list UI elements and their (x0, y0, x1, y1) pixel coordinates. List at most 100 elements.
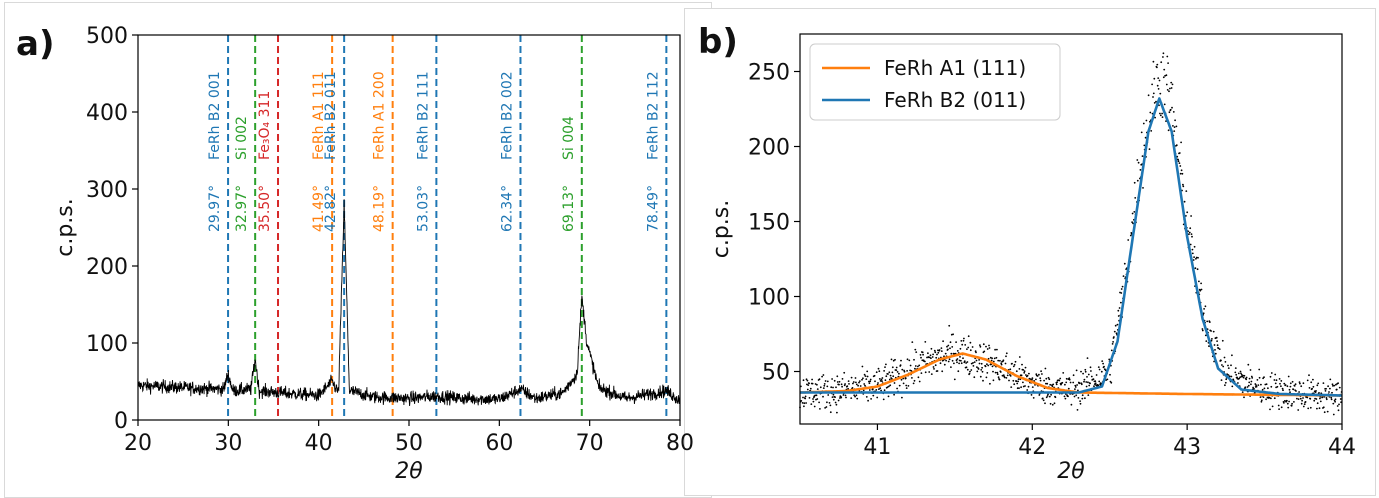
data-point (1191, 252, 1194, 255)
data-point (1145, 119, 1148, 122)
data-point (948, 324, 951, 327)
data-point (1288, 400, 1290, 403)
data-point (962, 357, 964, 360)
data-point (1253, 388, 1255, 390)
x-tick-label-a-4: 60 (485, 431, 513, 456)
reference-line-label-9: FeRh B2 112 (645, 71, 661, 160)
data-point (879, 380, 882, 382)
data-point (1325, 398, 1328, 401)
data-point (1089, 366, 1092, 369)
data-point (1273, 379, 1276, 381)
data-point (1325, 397, 1328, 399)
data-point (979, 345, 982, 348)
data-point (936, 370, 939, 372)
data-point (922, 353, 924, 356)
data-point (838, 383, 840, 386)
data-point (943, 355, 945, 358)
data-point (1234, 371, 1237, 374)
data-point (1041, 397, 1044, 400)
data-point (1214, 349, 1216, 351)
data-point (878, 388, 880, 391)
data-point (1152, 96, 1154, 98)
data-point (802, 396, 804, 399)
data-point (1339, 398, 1342, 400)
data-point (850, 397, 853, 399)
data-point (1178, 162, 1181, 165)
data-point (1191, 248, 1194, 251)
data-point (1243, 396, 1245, 399)
data-point (997, 376, 1000, 379)
data-point (1297, 398, 1300, 400)
data-point (1051, 403, 1054, 406)
data-point (1139, 169, 1142, 171)
data-point (814, 394, 817, 397)
data-point (1281, 387, 1284, 390)
data-point (1002, 374, 1005, 377)
data-point (1078, 382, 1081, 384)
data-point (1109, 373, 1111, 376)
data-point (913, 379, 916, 382)
data-point (1127, 239, 1130, 241)
data-point (1049, 402, 1052, 405)
data-point (871, 388, 874, 390)
data-point (1171, 106, 1173, 109)
data-point (1258, 368, 1261, 371)
data-point (1004, 362, 1007, 365)
data-point (1214, 352, 1217, 355)
data-point (1231, 385, 1234, 388)
data-point (1162, 76, 1165, 79)
data-point (1028, 372, 1030, 375)
data-point (919, 354, 922, 356)
data-point (1333, 384, 1336, 387)
data-point (877, 367, 880, 370)
data-point (804, 397, 807, 400)
data-point (852, 381, 855, 383)
data-point (1301, 399, 1303, 402)
data-point (901, 368, 904, 371)
data-point (1021, 363, 1023, 366)
data-point (1163, 68, 1166, 71)
data-point (1038, 373, 1040, 376)
data-point (900, 359, 902, 362)
data-point (1058, 379, 1061, 382)
data-point (1131, 212, 1134, 215)
data-point (972, 362, 974, 364)
data-point (1186, 211, 1189, 214)
data-point (1311, 387, 1313, 390)
data-point (1265, 398, 1267, 401)
reference-angle-label-1: 32.97° (234, 185, 250, 232)
data-point (838, 380, 841, 383)
data-point (1044, 402, 1046, 405)
panel-a-label: a) (16, 24, 55, 64)
data-point (1168, 90, 1170, 93)
data-point (834, 396, 836, 398)
data-point (812, 400, 815, 403)
data-point (975, 351, 977, 354)
data-point (875, 389, 878, 391)
data-point (869, 378, 872, 381)
data-point (1274, 373, 1277, 376)
data-point (1302, 397, 1304, 399)
data-point (1169, 87, 1171, 90)
data-point (1167, 62, 1169, 64)
data-point (1015, 380, 1018, 383)
data-point (1100, 370, 1103, 373)
data-point (1043, 379, 1045, 382)
data-point (895, 366, 898, 369)
data-point (840, 396, 843, 399)
data-point (1030, 394, 1033, 396)
x-tick-label-b-3: 44 (1328, 435, 1356, 460)
data-point (832, 386, 834, 389)
data-point (851, 387, 854, 389)
data-point (985, 376, 988, 379)
data-point (818, 378, 821, 381)
data-point (976, 366, 978, 368)
data-point (1316, 384, 1319, 387)
data-point (1026, 374, 1029, 377)
data-point (893, 382, 896, 384)
panel-b-label: b) (698, 22, 738, 62)
data-point (1227, 367, 1230, 369)
data-point (929, 354, 932, 357)
x-tick-label-a-0: 20 (124, 431, 152, 456)
data-point (854, 395, 856, 398)
